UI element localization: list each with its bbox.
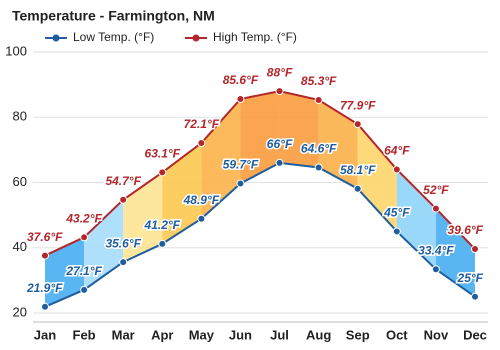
temp-band — [435, 208, 475, 297]
point — [314, 163, 323, 172]
value-label: 85.6°F — [223, 73, 259, 87]
legend-marker — [52, 34, 60, 42]
value-label: 43.2°F — [65, 211, 102, 225]
y-tick-label: 20 — [13, 304, 27, 319]
value-label: 85.3°F — [301, 74, 337, 88]
x-tick-label: Oct — [386, 327, 408, 342]
point — [471, 292, 479, 301]
point — [236, 94, 245, 103]
point — [80, 285, 89, 294]
value-label: 52°F — [423, 183, 449, 197]
value-label: 33.4°F — [418, 243, 454, 257]
point — [471, 245, 479, 254]
legend-label: High Temp. (°F) — [213, 30, 297, 44]
value-label: 54.7°F — [105, 174, 141, 188]
temp-band — [318, 99, 358, 189]
y-tick-label: 40 — [13, 239, 27, 254]
value-label: 39.6°F — [448, 223, 484, 237]
x-tick-label: May — [189, 327, 215, 342]
value-label: 45°F — [383, 206, 410, 220]
y-tick-label: 80 — [13, 109, 27, 124]
value-label: 64.6°F — [301, 142, 337, 156]
temp-band — [201, 98, 241, 219]
value-label: 77.9°F — [340, 98, 376, 112]
point — [431, 265, 440, 274]
point — [41, 251, 49, 260]
temp-band — [123, 172, 163, 263]
point — [431, 204, 440, 213]
value-label: 66°F — [267, 137, 293, 151]
x-tick-label: Feb — [73, 327, 96, 342]
temp-band — [396, 169, 436, 270]
point — [353, 120, 362, 129]
x-tick-label: Sep — [346, 327, 370, 342]
x-tick-label: Dec — [463, 327, 487, 342]
point — [119, 258, 128, 267]
value-label: 63.1°F — [145, 147, 181, 161]
value-label: 27.1°F — [65, 264, 102, 278]
value-label: 59.7°F — [223, 158, 259, 172]
x-tick-label: Jun — [229, 327, 252, 342]
value-label: 21.9°F — [26, 281, 63, 295]
x-tick-label: Aug — [306, 327, 331, 342]
point — [392, 165, 401, 174]
point — [353, 184, 362, 193]
value-label: 64°F — [384, 144, 410, 158]
value-label: 25°F — [457, 271, 484, 285]
temp-band — [240, 91, 280, 184]
point — [197, 214, 206, 223]
point — [236, 179, 245, 188]
x-tick-label: Mar — [112, 327, 135, 342]
temp-band — [84, 199, 124, 290]
point — [80, 233, 89, 242]
x-tick-label: Apr — [151, 327, 173, 342]
x-tick-label: Jul — [270, 327, 289, 342]
point — [314, 95, 323, 104]
value-label: 58.1°F — [340, 163, 376, 177]
legend-marker — [192, 34, 200, 42]
value-label: 72.1°F — [184, 117, 220, 131]
x-tick-label: Nov — [424, 327, 449, 342]
value-label: 48.9°F — [183, 193, 220, 207]
point — [119, 195, 128, 204]
x-tick-label: Jan — [34, 327, 56, 342]
value-label: 88°F — [267, 65, 293, 79]
point — [158, 168, 167, 177]
value-label: 41.2°F — [144, 218, 181, 232]
temp-band — [279, 91, 319, 168]
y-tick-label: 100 — [5, 43, 27, 58]
temp-band — [357, 124, 397, 232]
point — [158, 239, 167, 248]
chart-title: Temperature - Farmington, NM — [12, 8, 215, 24]
series-line — [44, 90, 476, 257]
legend-label: Low Temp. (°F) — [73, 30, 154, 44]
temp-band — [162, 143, 202, 244]
temp-band — [45, 237, 85, 307]
point — [41, 302, 49, 311]
value-label: 37.6°F — [27, 230, 63, 244]
point — [197, 139, 206, 148]
series-line — [44, 161, 476, 308]
y-tick-label: 60 — [13, 174, 27, 189]
point — [275, 158, 284, 167]
point — [392, 227, 401, 236]
value-label: 35.6°F — [105, 236, 141, 250]
point — [275, 87, 284, 96]
